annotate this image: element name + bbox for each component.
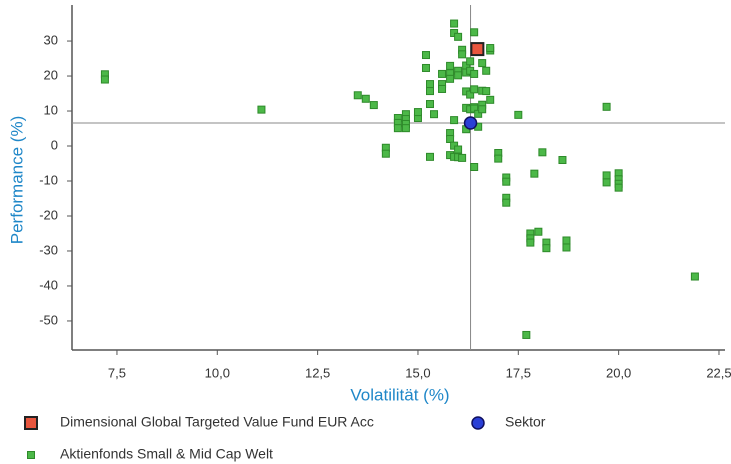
point <box>393 124 402 133</box>
legend-label: Aktienfonds Small & Mid Cap Welt <box>60 446 273 462</box>
y-tick-label: 30 <box>44 32 58 47</box>
point <box>353 91 362 100</box>
point <box>257 105 266 114</box>
point <box>482 87 491 96</box>
point <box>530 169 539 178</box>
point <box>463 116 478 130</box>
point <box>450 116 459 125</box>
point <box>470 85 479 94</box>
point <box>413 108 422 117</box>
point <box>466 90 475 99</box>
legend-label: Sektor <box>505 414 546 430</box>
legend-label: Dimensional Global Targeted Value Fund E… <box>60 414 374 430</box>
point <box>614 183 623 192</box>
x-tick-label: 22,5 <box>706 365 731 380</box>
point <box>562 243 571 252</box>
point <box>470 28 479 37</box>
point <box>482 66 491 75</box>
point <box>494 154 503 163</box>
legend-marker <box>471 416 485 430</box>
point <box>438 84 447 93</box>
point <box>486 44 495 53</box>
point <box>454 145 463 154</box>
point <box>361 94 370 103</box>
x-tick-label: 10,0 <box>205 365 230 380</box>
point <box>514 110 523 119</box>
point <box>430 110 439 119</box>
point <box>526 238 535 247</box>
point <box>690 272 699 281</box>
y-tick-label: -10 <box>39 172 58 187</box>
point <box>421 51 430 60</box>
point <box>466 57 475 66</box>
point <box>602 171 611 180</box>
point <box>369 101 378 110</box>
y-axis-title: Performance (%) <box>7 116 26 244</box>
y-tick-label: 0 <box>51 137 58 152</box>
point <box>534 227 543 236</box>
point <box>478 59 487 68</box>
point <box>538 148 547 157</box>
legend-marker <box>27 451 35 459</box>
y-tick-label: 20 <box>44 67 58 82</box>
point <box>522 330 531 339</box>
point <box>454 32 463 41</box>
point <box>474 109 483 118</box>
point <box>502 198 511 207</box>
point <box>381 149 390 158</box>
y-tick-label: -30 <box>39 242 58 257</box>
y-tick-label: 10 <box>44 102 58 117</box>
point <box>470 69 479 78</box>
point <box>478 105 487 114</box>
point <box>486 95 495 104</box>
point <box>458 50 467 59</box>
x-tick-label: 12,5 <box>305 365 330 380</box>
legend-marker <box>24 416 38 430</box>
point <box>458 153 467 162</box>
y-tick-label: -20 <box>39 207 58 222</box>
point <box>450 19 459 28</box>
point <box>426 152 435 161</box>
y-tick-label: -40 <box>39 277 58 292</box>
point <box>558 156 567 165</box>
point <box>421 63 430 72</box>
point <box>470 163 479 172</box>
y-tick-label: -50 <box>39 312 58 327</box>
point <box>562 236 571 245</box>
point <box>446 135 455 144</box>
point <box>446 74 455 83</box>
point <box>446 61 455 70</box>
point <box>542 244 551 253</box>
x-tick-label: 7,5 <box>108 365 126 380</box>
point <box>426 87 435 96</box>
x-axis-title: Volatilität (%) <box>350 385 449 404</box>
point <box>454 71 463 80</box>
point <box>470 42 485 57</box>
point <box>426 80 435 89</box>
point <box>502 177 511 186</box>
x-tick-label: 20,0 <box>606 365 631 380</box>
point <box>438 69 447 78</box>
point <box>401 124 410 133</box>
x-tick-label: 17,5 <box>506 365 531 380</box>
point <box>100 75 109 84</box>
x-tick-label: 15,0 <box>405 365 430 380</box>
point <box>602 178 611 187</box>
point <box>602 102 611 111</box>
point <box>426 100 435 109</box>
point <box>470 104 479 113</box>
